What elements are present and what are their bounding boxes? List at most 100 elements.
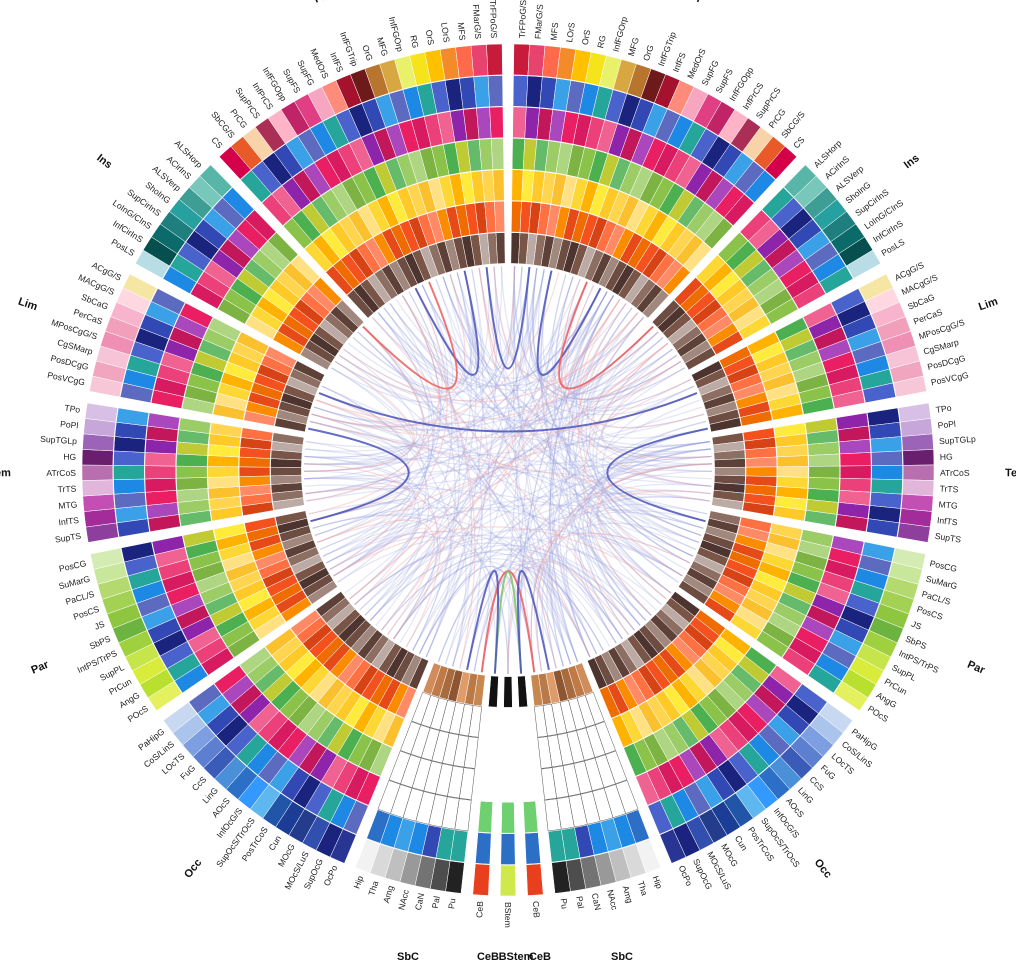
segment-label: CgSMarp (922, 337, 960, 357)
segment-label: SuMarG (925, 574, 959, 592)
connection-link (485, 267, 685, 403)
segment-label: TrTS (57, 484, 76, 495)
connection-link (333, 385, 695, 577)
ring-cell-fr-0 (764, 146, 798, 180)
connection-link (418, 509, 706, 655)
connection-link (304, 463, 441, 648)
connection-link (602, 385, 702, 537)
connection-link (537, 565, 591, 669)
ring-cell-ceb-0 (525, 863, 544, 896)
ring-cell-ins-2 (244, 209, 277, 241)
ring-cell-tem-1 (113, 465, 145, 481)
connection-link (333, 526, 672, 594)
ring-cell-tem-3 (176, 453, 208, 467)
ring-cell-tem-2 (839, 477, 872, 493)
segment-label: CeB (474, 901, 485, 919)
connection-link (304, 477, 579, 662)
connection-link (593, 331, 708, 439)
connection-link (481, 533, 690, 673)
ring-cell-fr-1 (487, 75, 504, 107)
ring-cell-ceb-3 (480, 769, 495, 802)
connection-link (546, 448, 711, 669)
ring-cell-fr-5 (494, 200, 505, 233)
ring-cell-bstem-3 (501, 770, 515, 802)
segment-label: OcPo (677, 864, 695, 888)
segment-label: Tha (366, 879, 380, 896)
segment-label: Hip (651, 874, 665, 890)
connection-link (304, 448, 711, 480)
connection-link (372, 272, 472, 385)
connection-link (313, 317, 644, 427)
ring-cell-occ-4 (611, 714, 634, 748)
connection-link (568, 295, 652, 616)
connection-link (377, 312, 711, 453)
ring-cell-fr-0 (513, 43, 530, 76)
ring-cell-tem-6 (270, 474, 303, 485)
connection-link (530, 490, 711, 673)
connection-link (329, 312, 434, 570)
ring-cell-sbc-5 (534, 705, 548, 738)
connection-link (305, 441, 439, 644)
ring-cell-occ-4 (264, 628, 297, 656)
ring-cell-fr-4 (511, 169, 524, 202)
segment-label: SbCaG (80, 292, 110, 312)
ring-cell-tem-0 (902, 479, 935, 497)
ring-cell-tem-4 (207, 455, 240, 468)
connection-link (418, 269, 545, 655)
connection-link (466, 570, 500, 674)
ring-cell-tem-0 (901, 433, 934, 452)
ring-cell-bstem-1 (500, 833, 516, 865)
lobe-label-fr: Fr (313, 0, 328, 6)
ring-cell-tem-0 (897, 522, 931, 543)
connection-link (304, 455, 416, 583)
connection-link (444, 266, 498, 665)
connection-link (322, 295, 442, 557)
segment-label: InfTS (58, 515, 80, 527)
connection-link (526, 267, 659, 389)
segment-label: SupTGLp (40, 434, 78, 446)
ring-cell-fr-2 (489, 106, 504, 139)
lobe-label-par: Par (965, 659, 987, 677)
connection-link (412, 561, 465, 658)
ring-cell-fr-0 (527, 44, 546, 77)
connection-link (304, 455, 497, 674)
segment-label: JS (93, 619, 106, 632)
connection-link (304, 477, 672, 594)
connection-link (537, 269, 690, 564)
segment-label: TPo (64, 403, 81, 415)
connection-link (316, 399, 623, 640)
ring-cell-ins-3 (765, 298, 799, 325)
connection-link (313, 270, 473, 423)
ring-cell-tem-4 (777, 466, 809, 478)
segment-label: Pu (446, 898, 457, 910)
ring-cell-tem-4 (207, 476, 240, 489)
lobe-label-bottom-3: CeB (529, 951, 551, 963)
segment-label: CaN (590, 892, 603, 911)
connection-link (421, 284, 687, 570)
segment-label: CcS (808, 774, 827, 793)
connection-link (333, 326, 430, 577)
ring-cell-fr-2 (476, 107, 492, 140)
ring-cell-lim-3 (801, 396, 835, 415)
connection-link (435, 278, 483, 670)
ring-cell-sbc-3 (540, 767, 557, 800)
connection-link (473, 448, 711, 672)
ring-cell-ins-0 (199, 164, 233, 198)
segment-label: CeB (531, 901, 542, 919)
connection-link (542, 270, 682, 401)
ring-cell-occ-5 (599, 685, 621, 719)
ring-cell-tem-1 (870, 436, 903, 453)
connection-link (389, 303, 456, 651)
connection-link (362, 326, 572, 665)
connection-link (408, 291, 461, 651)
connection-link (311, 331, 659, 431)
connection-link (449, 274, 694, 557)
connection-link (577, 303, 683, 577)
connection-link (304, 281, 588, 458)
ring-cell-ceb-2 (477, 800, 493, 834)
segment-label: BStem (503, 902, 513, 928)
ring-cell-par-3 (755, 630, 789, 658)
ring-cell-ceb-5 (485, 706, 498, 739)
ring-cell-occ-1 (647, 800, 674, 835)
segment-label: MFS (548, 22, 560, 41)
